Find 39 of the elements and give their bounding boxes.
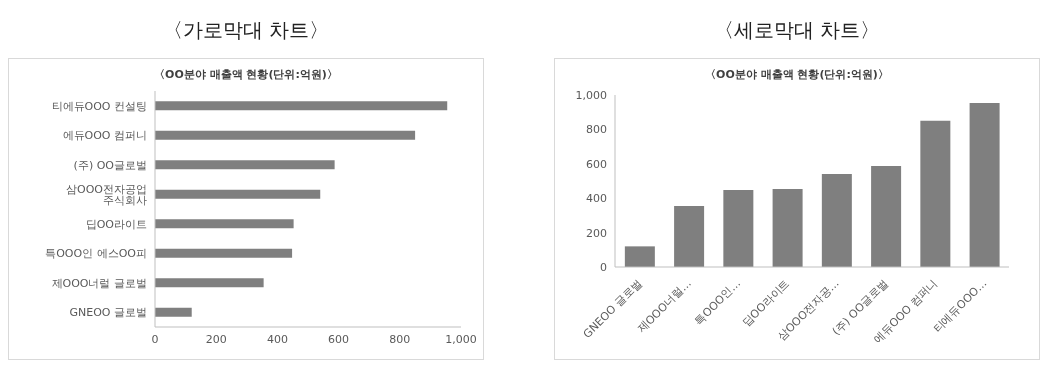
bar <box>155 248 293 258</box>
y-tick-label: 티에듀OOO 컨설팅 <box>51 99 147 113</box>
y-tick-label: 0 <box>600 260 607 274</box>
y-tick-label: 400 <box>586 192 607 206</box>
bar <box>155 130 416 140</box>
bar <box>155 307 192 317</box>
x-tick-label: 800 <box>389 332 411 346</box>
bar <box>155 160 335 170</box>
bar <box>920 120 951 267</box>
bar <box>821 174 852 267</box>
bar <box>155 189 321 199</box>
bar <box>969 103 1000 267</box>
y-tick-label: 에듀OOO 컴퍼니 <box>62 129 147 143</box>
y-tick-label: 800 <box>586 123 607 137</box>
y-tick-label: (주) OO글로벌 <box>73 158 147 172</box>
bar <box>723 189 754 267</box>
y-tick-label: 삼OOO전자공업 주식회사 <box>66 182 147 207</box>
chart-title: 〈가로막대 차트〉 <box>161 17 331 44</box>
x-tick-label: 1,000 <box>445 332 477 346</box>
x-tick-label: 600 <box>328 332 350 346</box>
x-tick-label: 200 <box>205 332 227 346</box>
y-tick-label: 600 <box>586 157 607 171</box>
chart-subtitle: 〈OO분야 매출액 현황(단위:억원)〉 <box>153 67 339 83</box>
y-tick-label: 1,000 <box>575 88 607 102</box>
y-tick-label: 딥OO라이트 <box>85 217 147 231</box>
chart-subtitle: 〈OO분야 매출액 현황(단위:억원)〉 <box>704 67 890 83</box>
x-tick-label: 400 <box>266 332 288 346</box>
bar <box>674 205 705 267</box>
bar <box>155 101 448 111</box>
y-tick-label: 제OOO너럴 글로벌 <box>51 276 147 290</box>
y-tick-label: 특OOO인 에스OO피 <box>45 247 147 261</box>
bar <box>155 219 294 229</box>
bar <box>772 189 803 267</box>
bar <box>871 166 902 267</box>
x-tick-label: 0 <box>151 332 159 346</box>
bar <box>624 246 655 267</box>
chart-title: 〈세로막대 차트〉 <box>712 17 882 44</box>
bar <box>155 278 264 288</box>
y-tick-label: 200 <box>586 226 607 240</box>
